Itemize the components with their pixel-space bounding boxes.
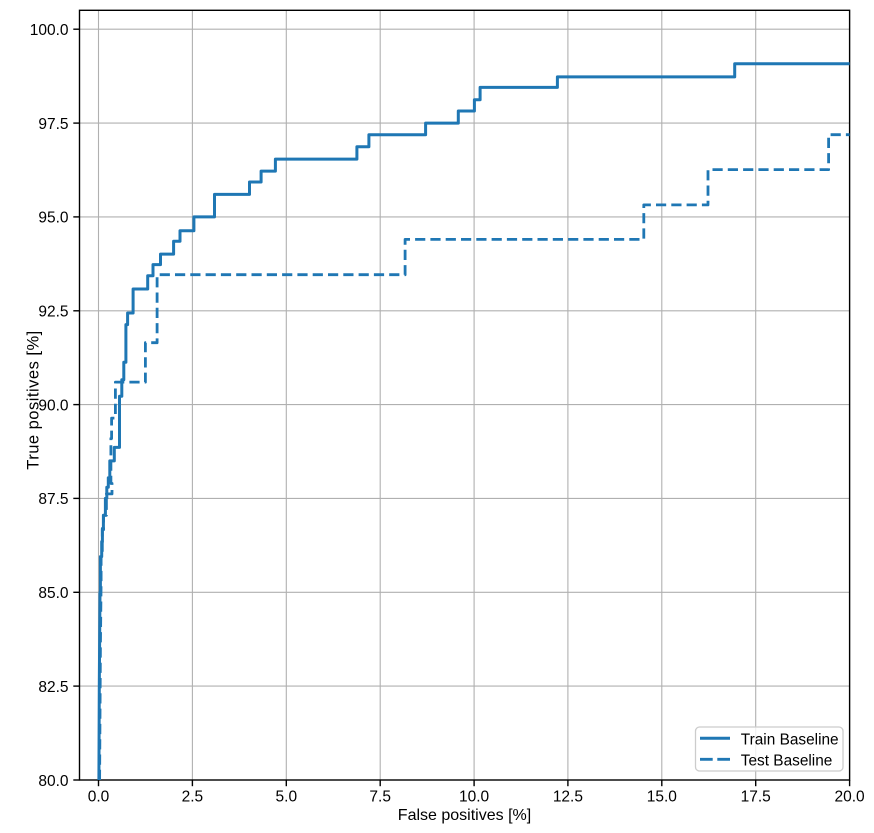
svg-text:0.0: 0.0 [88,789,110,806]
svg-text:90.0: 90.0 [38,397,69,414]
svg-text:10.0: 10.0 [459,789,490,806]
svg-text:5.0: 5.0 [276,789,298,806]
svg-text:97.5: 97.5 [38,116,68,133]
svg-text:92.5: 92.5 [38,304,68,321]
svg-text:12.5: 12.5 [553,789,583,806]
svg-text:80.0: 80.0 [38,773,69,790]
svg-text:Test Baseline: Test Baseline [741,753,833,770]
svg-text:82.5: 82.5 [38,679,68,696]
svg-text:85.0: 85.0 [38,585,69,602]
svg-text:2.5: 2.5 [182,789,204,806]
svg-text:15.0: 15.0 [647,789,678,806]
svg-text:Train Baseline: Train Baseline [741,732,839,749]
svg-text:100.0: 100.0 [30,22,69,39]
svg-text:87.5: 87.5 [38,491,68,508]
svg-text:95.0: 95.0 [38,210,69,227]
svg-text:20.0: 20.0 [835,789,866,806]
svg-text:False positives [%]: False positives [%] [398,807,531,824]
svg-text:True positives [%]: True positives [%] [24,330,42,470]
svg-text:7.5: 7.5 [369,789,391,806]
svg-text:17.5: 17.5 [741,789,771,806]
